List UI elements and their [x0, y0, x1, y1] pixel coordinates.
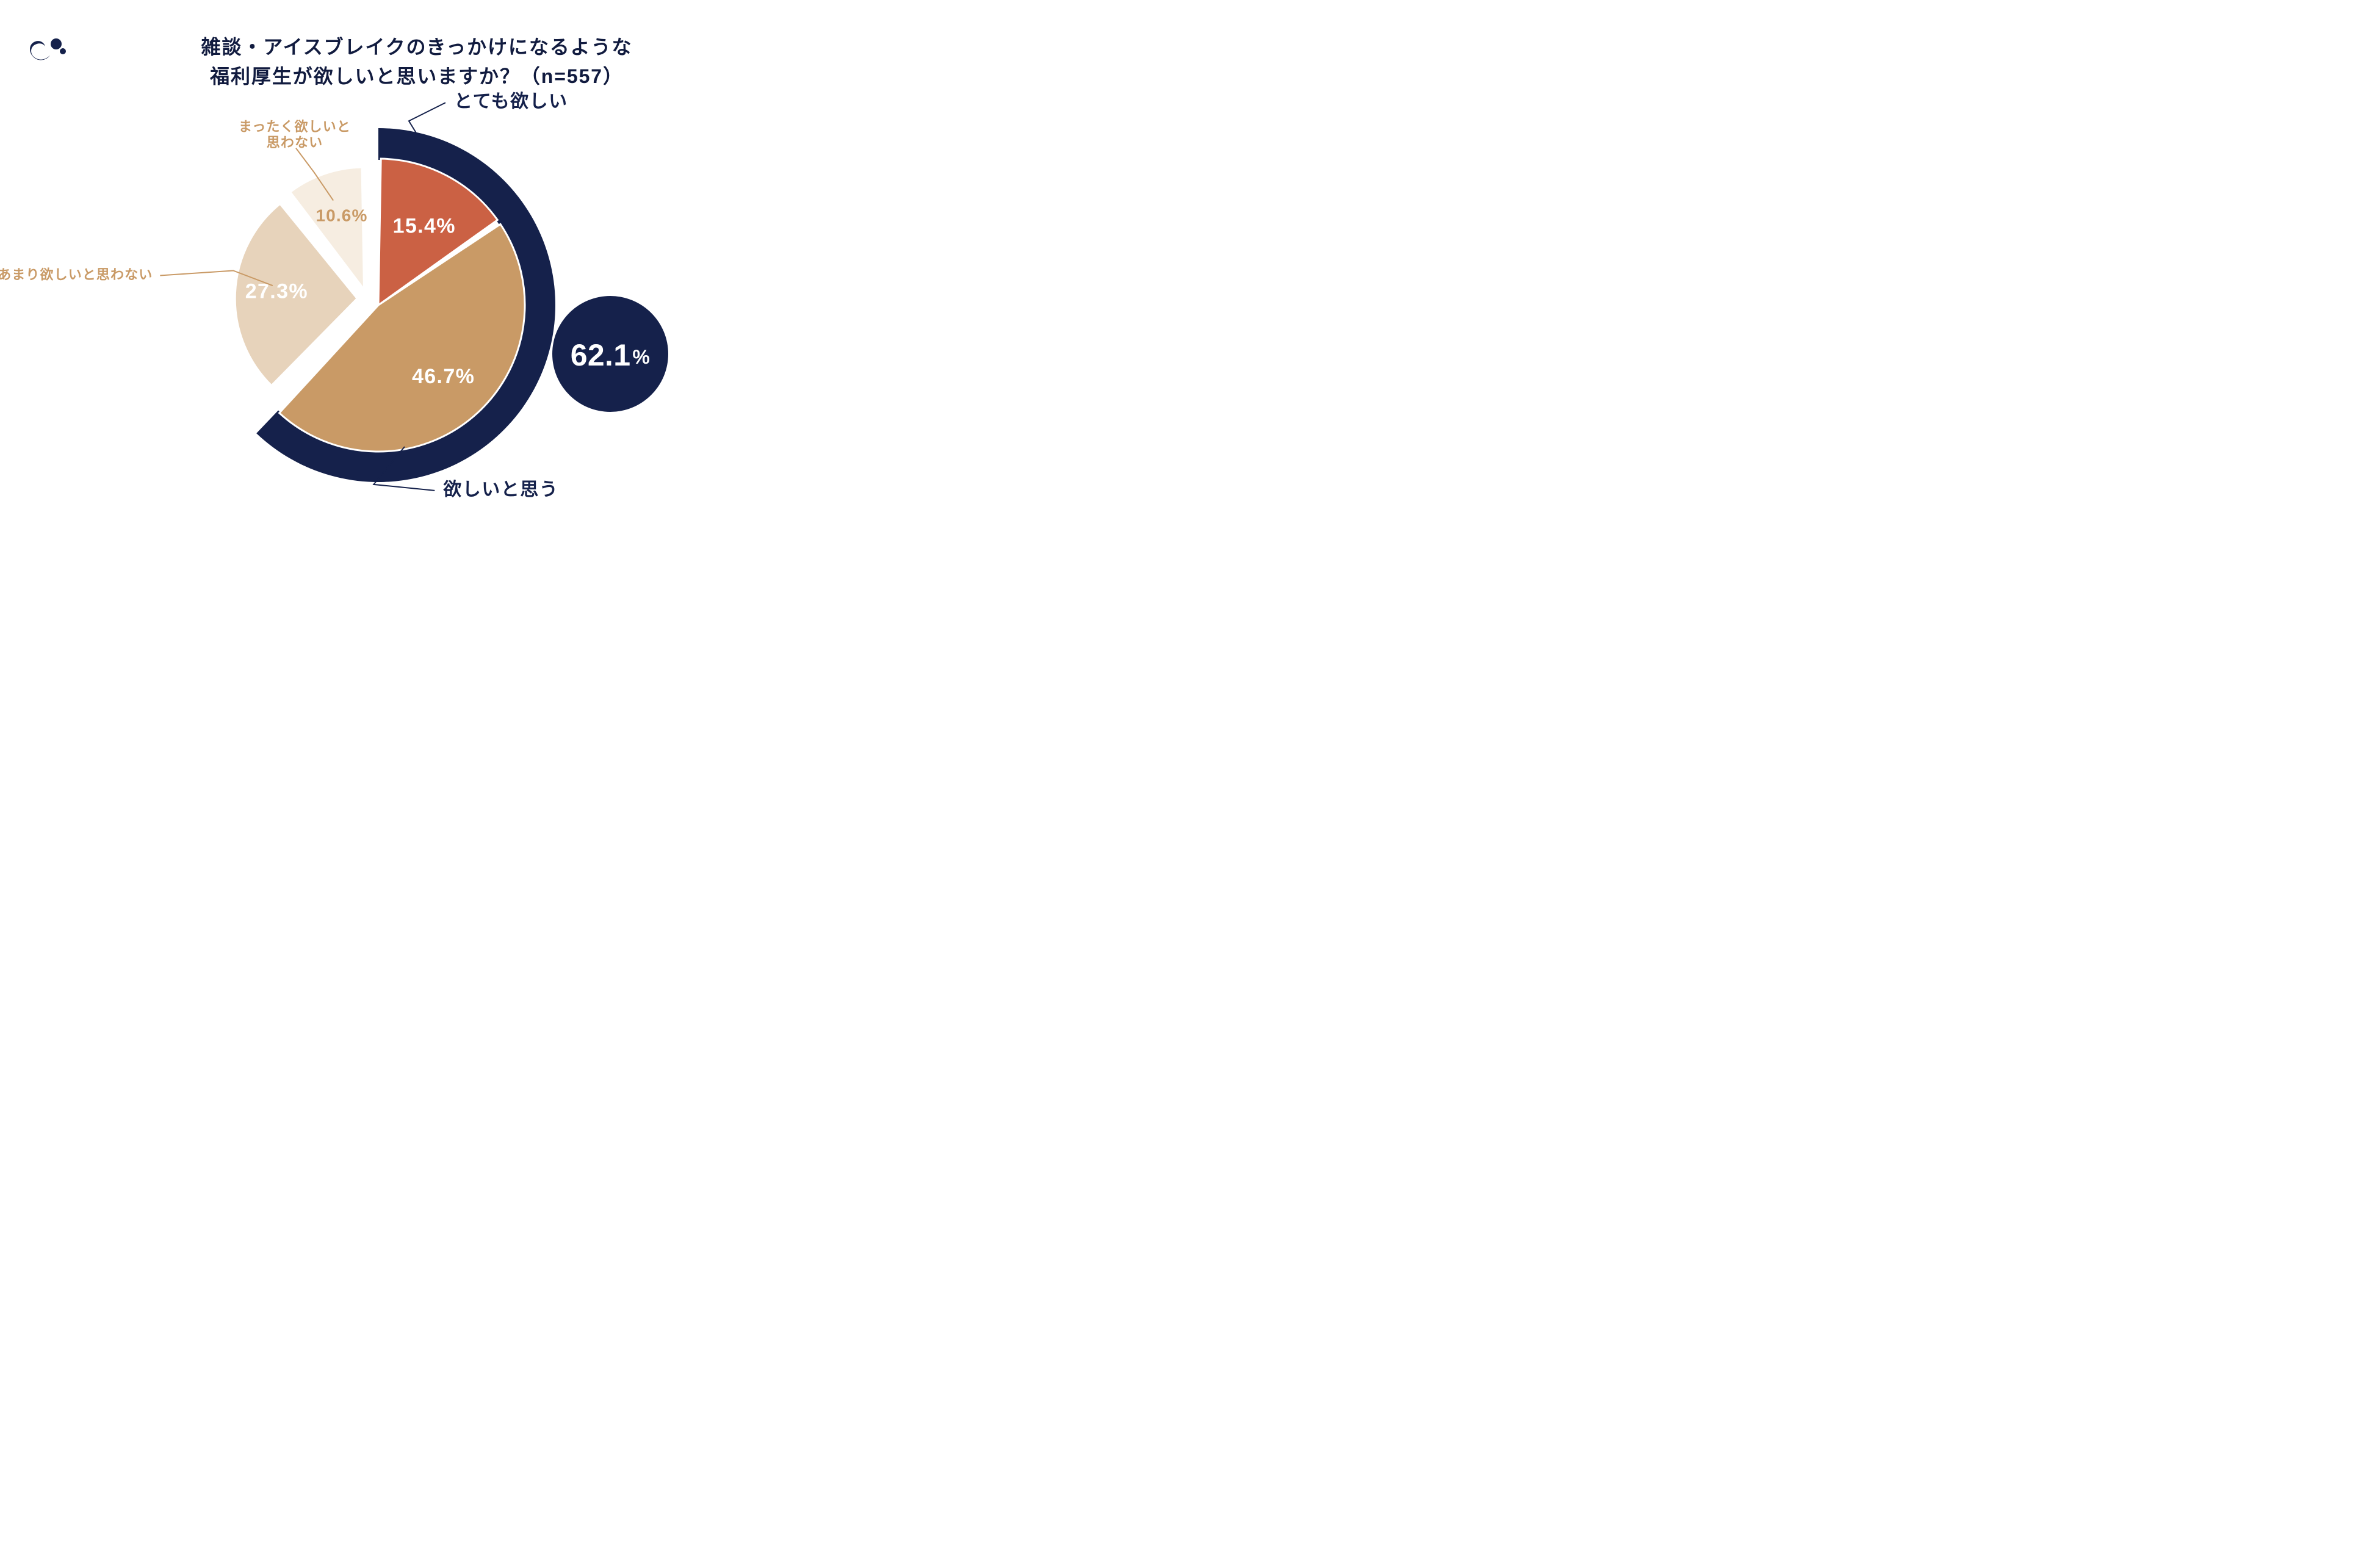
percent-not_much: 27.3%	[245, 279, 308, 303]
label-want: 欲しいと思う	[442, 480, 558, 500]
pie-chart: 15.4% 46.7% 27.3% 10.6% とても欲しい欲しいと思う あまり欲しいと思…	[0, 0, 834, 544]
label-very_want: とても欲しい	[454, 92, 568, 112]
percent-very_want: 15.4%	[393, 214, 456, 237]
label-not_much: あまり欲しいと思わない	[0, 267, 153, 282]
label-not_at_all: まったく欲しいと思わない	[239, 119, 351, 150]
percent-not_at_all: 10.6%	[316, 206, 367, 225]
chart-canvas: 雑談・アイスブレイクのきっかけになるような 福利厚生が欲しいと思いますか？（n=…	[0, 0, 834, 544]
percent-want: 46.7%	[412, 365, 475, 388]
